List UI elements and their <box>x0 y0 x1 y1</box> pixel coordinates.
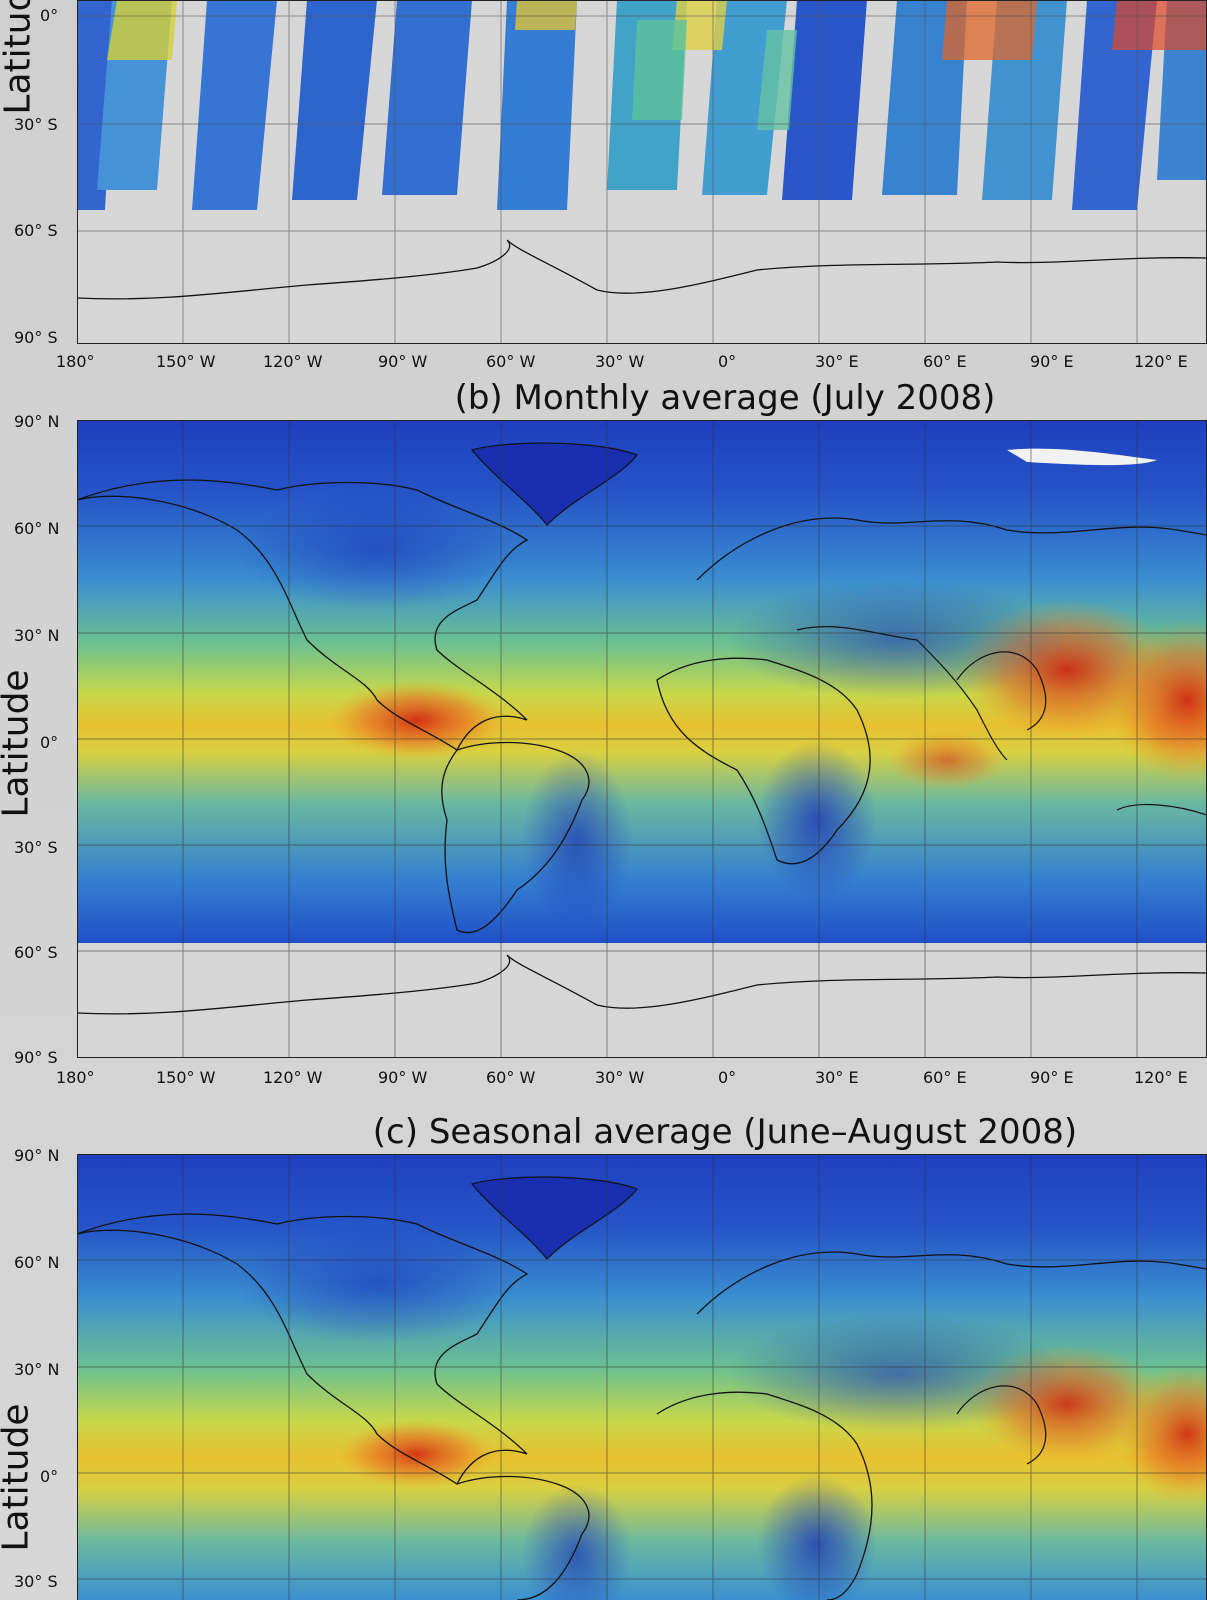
lon-tick: 0° <box>718 352 737 371</box>
panel-title: (c) Seasonal average (June–August 2008) <box>372 1112 1078 1152</box>
lat-tick: 90° N <box>14 1146 60 1165</box>
lon-tick: 30° E <box>815 352 859 371</box>
lon-tick: 150° W <box>156 352 216 371</box>
lat-tick: 0° <box>40 733 59 752</box>
map-panel-b <box>77 420 1207 1058</box>
lon-tick: 30° W <box>595 352 645 371</box>
lat-tick: 90° N <box>14 412 60 431</box>
lon-tick: 150° W <box>156 1068 216 1087</box>
lon-tick: 60° E <box>923 352 967 371</box>
panel-title: (b) Monthly average (July 2008) <box>454 378 996 418</box>
panel-a: Latitude 0° 30° S 60° S 90° S <box>0 0 1207 390</box>
lat-tick: 90° S <box>14 328 58 347</box>
y-axis-label: Latitude <box>0 669 37 818</box>
lat-tick: 30° S <box>14 115 58 134</box>
lon-tick: 30° W <box>595 1068 645 1087</box>
lon-tick: 90° E <box>1030 352 1074 371</box>
lat-tick: 30° S <box>14 838 58 857</box>
lon-tick: 90° E <box>1030 1068 1074 1087</box>
satellite-swaths <box>77 0 1207 210</box>
lat-tick: 90° S <box>14 1048 58 1067</box>
map-panel-a <box>77 0 1207 344</box>
lon-tick: 120° W <box>263 352 323 371</box>
lon-tick: 90° W <box>378 352 428 371</box>
lon-tick: 120° E <box>1134 1068 1188 1087</box>
lon-tick: 0° <box>718 1068 737 1087</box>
lon-tick: 120° E <box>1134 352 1188 371</box>
y-axis-label: Latitude <box>0 1403 37 1552</box>
map-panel-c <box>77 1154 1207 1600</box>
lon-tick: 60° E <box>923 1068 967 1087</box>
lat-tick: 30° N <box>14 1360 60 1379</box>
lon-tick: 30° E <box>815 1068 859 1087</box>
lon-tick: 180° <box>56 352 95 371</box>
lat-tick: 0° <box>40 6 59 25</box>
lon-tick: 90° W <box>378 1068 428 1087</box>
lat-tick: 30° N <box>14 626 60 645</box>
y-axis-label: Latitude <box>0 0 39 115</box>
lat-tick: 60° N <box>14 1253 60 1272</box>
panel-b: (b) Monthly average (July 2008) Latitude… <box>0 378 1207 1113</box>
lat-tick: 60° S <box>14 221 58 240</box>
lat-tick: 60° S <box>14 943 58 962</box>
lat-tick: 0° <box>40 1467 59 1486</box>
lat-tick: 60° N <box>14 519 60 538</box>
lon-tick: 60° W <box>486 1068 536 1087</box>
lon-tick: 60° W <box>486 352 536 371</box>
panel-c: (c) Seasonal average (June–August 2008) … <box>0 1112 1207 1600</box>
lat-tick: 30° S <box>14 1572 58 1591</box>
lon-tick: 180° <box>56 1068 95 1087</box>
lon-tick: 120° W <box>263 1068 323 1087</box>
